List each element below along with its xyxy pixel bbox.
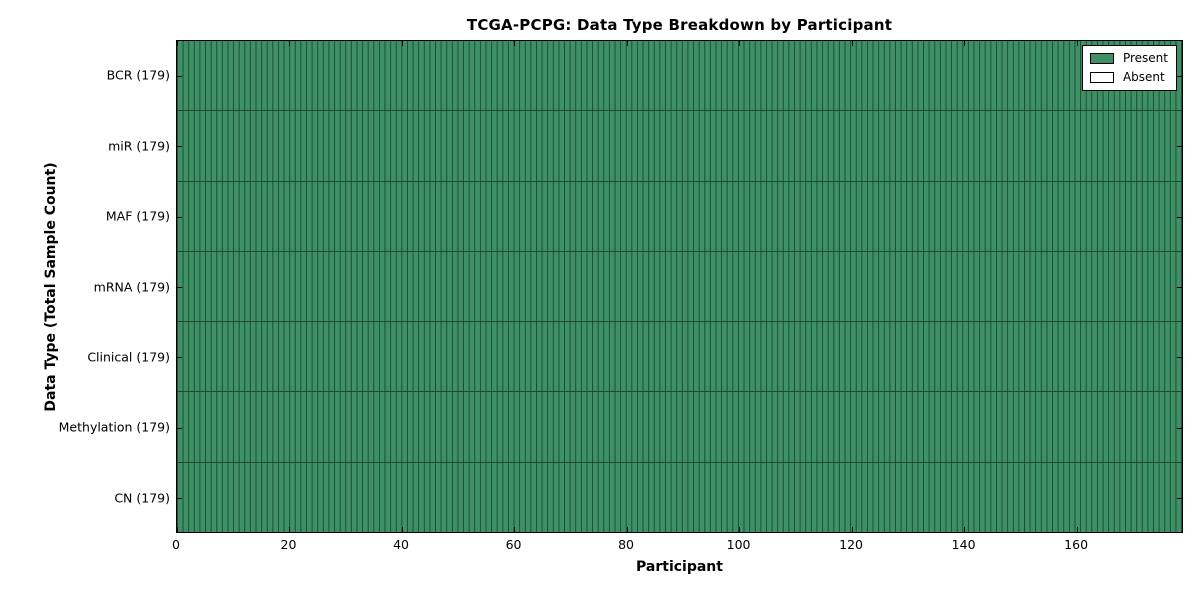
y-axis-tick (1177, 216, 1182, 218)
x-tick-label: 40 (393, 537, 409, 552)
y-tick-label-Clinical: Clinical (179) (87, 349, 170, 365)
x-axis-tick (964, 527, 966, 532)
x-tick-label: 20 (280, 537, 297, 552)
y-axis-tick (1177, 498, 1182, 500)
x-axis-tick (177, 527, 178, 532)
y-axis-tick (177, 498, 182, 500)
y-axis-tick (1177, 427, 1182, 429)
y-axis-tick (177, 216, 182, 218)
x-axis-tick (626, 41, 628, 46)
legend-label: Absent (1122, 70, 1165, 85)
y-axis-tick (177, 287, 182, 288)
heatmap-row-Methylation (177, 391, 1182, 462)
heatmap-grid (177, 41, 1182, 532)
x-tick-label: 160 (1064, 537, 1089, 552)
x-axis-label: Participant (636, 559, 723, 575)
y-tick-label-miR: miR (179) (108, 138, 170, 154)
y-axis-tick (1177, 287, 1182, 288)
legend-swatch-absent (1089, 72, 1114, 84)
y-axis-tick (177, 427, 182, 429)
y-tick-label-BCR: BCR (179) (106, 67, 170, 83)
y-axis-tick (177, 146, 182, 148)
legend-label: Present (1122, 51, 1168, 65)
x-tick-label: 140 (951, 537, 976, 552)
heatmap-row-CN (177, 461, 1182, 532)
y-axis-tick (1177, 357, 1182, 359)
plot-area: Present Absent (176, 40, 1183, 533)
x-axis-tick (739, 527, 741, 532)
x-axis-tick (1076, 41, 1078, 46)
x-axis-tick (739, 41, 741, 46)
y-axis-tick (1177, 146, 1182, 148)
legend: Present Absent (1081, 45, 1177, 91)
x-axis-tick (626, 527, 628, 532)
x-axis-tick (401, 41, 403, 46)
legend-swatch-present (1089, 52, 1114, 64)
heatmap-row-miR (177, 110, 1182, 181)
y-axis-tick (1177, 75, 1182, 77)
x-axis-tick (401, 527, 403, 532)
heatmap-row-BCR (177, 41, 1182, 111)
x-axis-tick (514, 41, 516, 46)
x-axis-tick (851, 527, 853, 532)
x-axis-tick (964, 41, 966, 46)
y-axis-tick (177, 75, 182, 77)
x-axis-tick (289, 527, 290, 532)
heatmap-row-MAF (177, 180, 1182, 251)
x-tick-label: 0 (172, 537, 180, 552)
chart-title: TCGA-PCPG: Data Type Breakdown by Partic… (466, 16, 893, 34)
x-axis-tick (1076, 527, 1078, 532)
legend-item-present: Present (1089, 51, 1168, 65)
x-axis-tick (851, 41, 853, 46)
y-axis-tick (177, 357, 182, 359)
heatmap-row-Clinical (177, 321, 1182, 392)
x-axis-tick (289, 41, 290, 46)
x-tick-label: 120 (839, 537, 864, 552)
heatmap-row-mRNA (177, 250, 1182, 322)
y-tick-label-mRNA: mRNA (179) (93, 279, 170, 294)
legend-item-absent: Absent (1089, 70, 1168, 85)
y-tick-label-MAF: MAF (179) (105, 208, 170, 224)
x-tick-label: 80 (618, 537, 634, 552)
x-axis-tick (177, 41, 178, 46)
x-tick-label: 60 (505, 537, 522, 552)
x-tick-label: 100 (726, 537, 751, 552)
y-tick-label-Methylation: Methylation (179) (58, 419, 170, 435)
y-tick-label-CN: CN (179) (114, 490, 170, 506)
x-axis-tick (514, 527, 516, 532)
